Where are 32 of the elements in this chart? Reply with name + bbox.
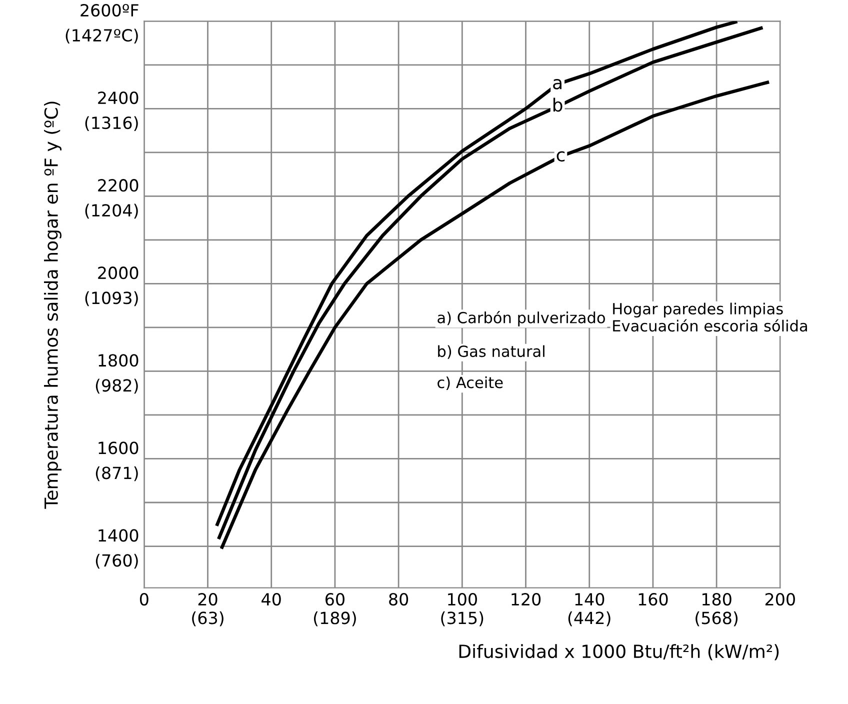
x-tick-label: 60 (189) [314, 592, 356, 626]
y-tick-label: (982) [96, 378, 138, 394]
y-tick-label: (1427ºC) [66, 28, 138, 44]
y2-tick-label: 1400 [98, 529, 138, 542]
x-tick-label: 40 [262, 592, 281, 606]
x-tick-label: 200 [765, 592, 795, 606]
x-axis-title: Difusividad x 1000 Btu/ft²h (kW/m²) [459, 644, 779, 660]
x-tick-label: 80 [389, 592, 408, 606]
annotation: c) Aceite [438, 376, 503, 390]
y-axis-title: Temperatura humos salida hogar en ºF y (ºC) [44, 102, 62, 509]
x-tick-label: 180 (568) [696, 592, 738, 626]
x-tick-label: 140 (442) [568, 592, 610, 626]
y2-tick-label: 2400 [98, 91, 138, 104]
x-tick-label: 160 [638, 592, 668, 606]
y2-tick-label: 2000 [98, 266, 138, 280]
x-tick-label: 100 (315) [441, 592, 484, 626]
y-tick-label: (1204) [85, 204, 138, 219]
y-tick-label: (760) [96, 554, 138, 569]
series-label: b [553, 98, 562, 112]
y-tick-label: (1093) [85, 291, 138, 306]
x-tick-label: 0 [140, 592, 148, 606]
y2-tick-label: 2600ºF [80, 4, 138, 17]
y2-tick-label: 1800 [98, 354, 138, 367]
y2-tick-label: 2200 [98, 179, 138, 192]
x-tick-label: 120 [512, 592, 541, 606]
y-tick-label: (1316) [85, 116, 138, 132]
annotation: Hogar paredes limpias Evacuación escoria sólida [613, 302, 807, 332]
x-tick-label: 20 (63) [192, 592, 224, 626]
y-tick-label: (871) [96, 466, 138, 482]
annotation: a) Carbón pulverizado [438, 310, 605, 326]
annotation: b) Gas natural [438, 345, 544, 359]
y2-tick-label: 1600 [98, 442, 138, 454]
